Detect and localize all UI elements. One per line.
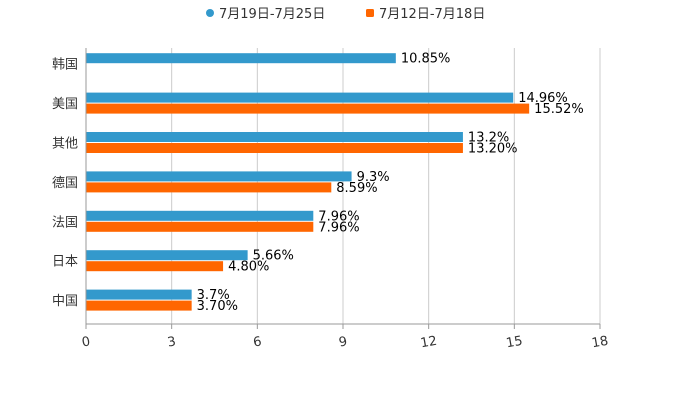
bar-series-2-6[interactable] — [86, 300, 192, 311]
x-tick-label-18: 18 — [591, 334, 610, 352]
bar-series-2-5[interactable] — [86, 261, 224, 272]
bar-series-1-5[interactable] — [86, 250, 248, 261]
y-category-label: 日本 — [52, 255, 78, 270]
bars — [86, 53, 530, 311]
data-label-series-1-6: 3.7% — [197, 288, 230, 303]
legend-label-series-1[interactable]: 7月19日-7月25日 — [219, 7, 325, 22]
bar-series-2-3[interactable] — [86, 182, 332, 193]
bar-series-1-3[interactable] — [86, 171, 352, 182]
legend: 7月19日-7月25日 7月12日-7月18日 — [206, 7, 485, 22]
data-label-series-2-1: 15.52% — [534, 102, 584, 117]
legend-marker-series-1 — [206, 9, 214, 17]
legend-marker-series-2 — [366, 9, 374, 17]
x-tick-label-0: 0 — [81, 334, 92, 350]
data-label-series-1-0: 10.85% — [401, 52, 451, 67]
data-label-series-2-2: 13.20% — [468, 142, 518, 157]
data-label-series-1-4: 7.96% — [318, 209, 359, 224]
legend-label-series-2[interactable]: 7月12日-7月18日 — [379, 7, 485, 22]
y-category-label: 德国 — [52, 176, 78, 191]
data-label-series-1-1: 14.96% — [518, 91, 568, 106]
bar-series-1-1[interactable] — [86, 92, 514, 103]
x-tick-label-3: 3 — [166, 334, 177, 350]
data-label-series-1-5: 5.66% — [253, 249, 294, 264]
bar-series-2-1[interactable] — [86, 103, 530, 114]
data-label-series-2-4: 7.96% — [318, 220, 359, 235]
x-tick-label-6: 6 — [252, 334, 263, 350]
x-tick-label-9: 9 — [338, 334, 349, 350]
x-tick-label-12: 12 — [419, 334, 438, 352]
y-category-label: 韩国 — [52, 58, 78, 73]
data-label-series-2-6: 3.70% — [197, 299, 238, 314]
y-category-label: 美国 — [52, 97, 78, 112]
y-category-label: 法国 — [52, 215, 78, 230]
x-tick-label-15: 15 — [505, 334, 524, 352]
data-label-series-2-3: 8.59% — [336, 181, 377, 196]
bar-series-1-6[interactable] — [86, 289, 192, 300]
data-labels: 10.85% 14.96%15.52% 13.2%13.20% 9.3%8.59% 7.… — [197, 52, 584, 314]
y-category-label: 中国 — [52, 294, 78, 309]
bar-series-1-4[interactable] — [86, 210, 314, 221]
data-label-series-2-5: 4.80% — [228, 260, 269, 275]
bar-series-2-4[interactable] — [86, 221, 314, 232]
data-label-series-1-2: 13.2% — [468, 131, 509, 146]
bar-series-1-2[interactable] — [86, 132, 463, 142]
y-category-label: 其他 — [52, 137, 78, 152]
data-label-series-1-3: 9.3% — [357, 170, 390, 185]
bar-series-2-2[interactable] — [86, 143, 463, 153]
bar-series-1-0[interactable] — [86, 53, 396, 64]
